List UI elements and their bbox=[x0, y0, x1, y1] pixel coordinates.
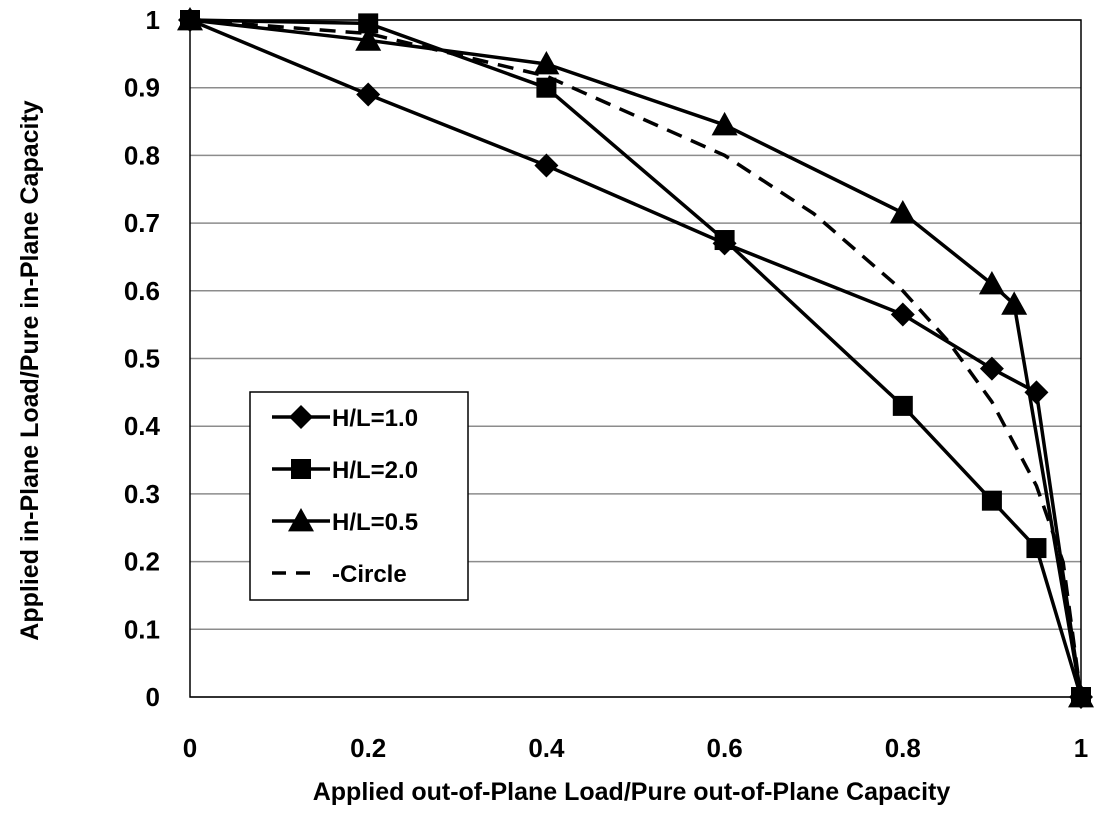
data-point-diamond bbox=[534, 153, 559, 178]
legend-entry: H/L=0.5 bbox=[272, 508, 418, 536]
data-point-square bbox=[536, 77, 557, 98]
legend-label: H/L=0.5 bbox=[332, 509, 418, 536]
x-tick-label: 0 bbox=[183, 733, 197, 763]
y-tick-label: 0.8 bbox=[124, 140, 160, 170]
y-tick-label: 0.9 bbox=[124, 73, 160, 103]
legend-marker-diamond bbox=[289, 405, 313, 429]
y-axis-title: Applied in-Plane Load/Pure in-Plane Capa… bbox=[16, 100, 44, 640]
y-tick-label: 0.7 bbox=[124, 208, 160, 238]
y-tick-label: 0.5 bbox=[124, 344, 160, 374]
x-tick-label: 0.4 bbox=[528, 733, 565, 763]
y-axis-ticks: 0 0.1 0.2 0.3 0.4 0.5 0.6 0.7 0.8 0.9 1 bbox=[124, 5, 161, 712]
data-point-diamond bbox=[890, 302, 915, 327]
y-tick-label: 0.6 bbox=[124, 276, 160, 306]
legend-marker-square bbox=[291, 459, 311, 479]
legend-label: -Circle bbox=[332, 561, 407, 588]
legend-label: H/L=1.0 bbox=[332, 405, 418, 432]
legend-entry: H/L=1.0 bbox=[272, 405, 418, 432]
data-point-square bbox=[981, 490, 1002, 511]
data-point-diamond bbox=[1024, 380, 1049, 405]
y-tick-label: 0.2 bbox=[124, 547, 160, 577]
x-axis-title: Applied out-of-Plane Load/Pure out-of-Pl… bbox=[313, 778, 951, 806]
legend-entry: H/L=2.0 bbox=[272, 457, 418, 484]
data-point-triangle bbox=[355, 27, 382, 51]
y-tick-label: 0.1 bbox=[124, 614, 160, 644]
y-tick-label: 1 bbox=[146, 5, 160, 35]
legend-marker-triangle bbox=[288, 508, 314, 532]
data-point-triangle bbox=[177, 7, 203, 31]
data-point-square bbox=[714, 230, 735, 251]
data-point-diamond bbox=[356, 82, 381, 107]
data-point-square bbox=[892, 395, 913, 416]
data-point-square bbox=[358, 13, 379, 34]
x-tick-label: 0.2 bbox=[350, 733, 386, 763]
y-tick-label: 0.3 bbox=[124, 479, 160, 509]
plot-area-frame bbox=[189, 19, 1082, 698]
data-point-diamond bbox=[979, 356, 1004, 381]
x-tick-label: 0.8 bbox=[885, 733, 921, 763]
data-point-triangle bbox=[533, 51, 560, 75]
legend-entry: -Circle bbox=[272, 561, 407, 588]
y-tick-label: 0.4 bbox=[124, 411, 161, 441]
series-markers bbox=[177, 7, 1094, 709]
x-tick-label: 1 bbox=[1074, 733, 1088, 763]
legend: H/L=1.0 H/L=2.0 H/L=0.5 -Circle bbox=[249, 391, 469, 601]
legend-label: H/L=2.0 bbox=[332, 457, 418, 484]
data-point-square bbox=[1026, 538, 1047, 559]
x-axis-ticks: 0 0.2 0.4 0.6 0.8 1 bbox=[183, 733, 1088, 763]
data-point-triangle bbox=[1001, 291, 1028, 315]
data-point-triangle bbox=[1068, 684, 1094, 708]
x-tick-label: 0.6 bbox=[707, 733, 743, 763]
data-point-triangle bbox=[889, 199, 916, 224]
data-point-triangle bbox=[711, 111, 738, 136]
data-point-triangle bbox=[978, 271, 1005, 295]
legend-box bbox=[249, 391, 469, 601]
series-line-3 bbox=[189, 18, 1083, 698]
y-tick-label: 0 bbox=[146, 682, 160, 712]
